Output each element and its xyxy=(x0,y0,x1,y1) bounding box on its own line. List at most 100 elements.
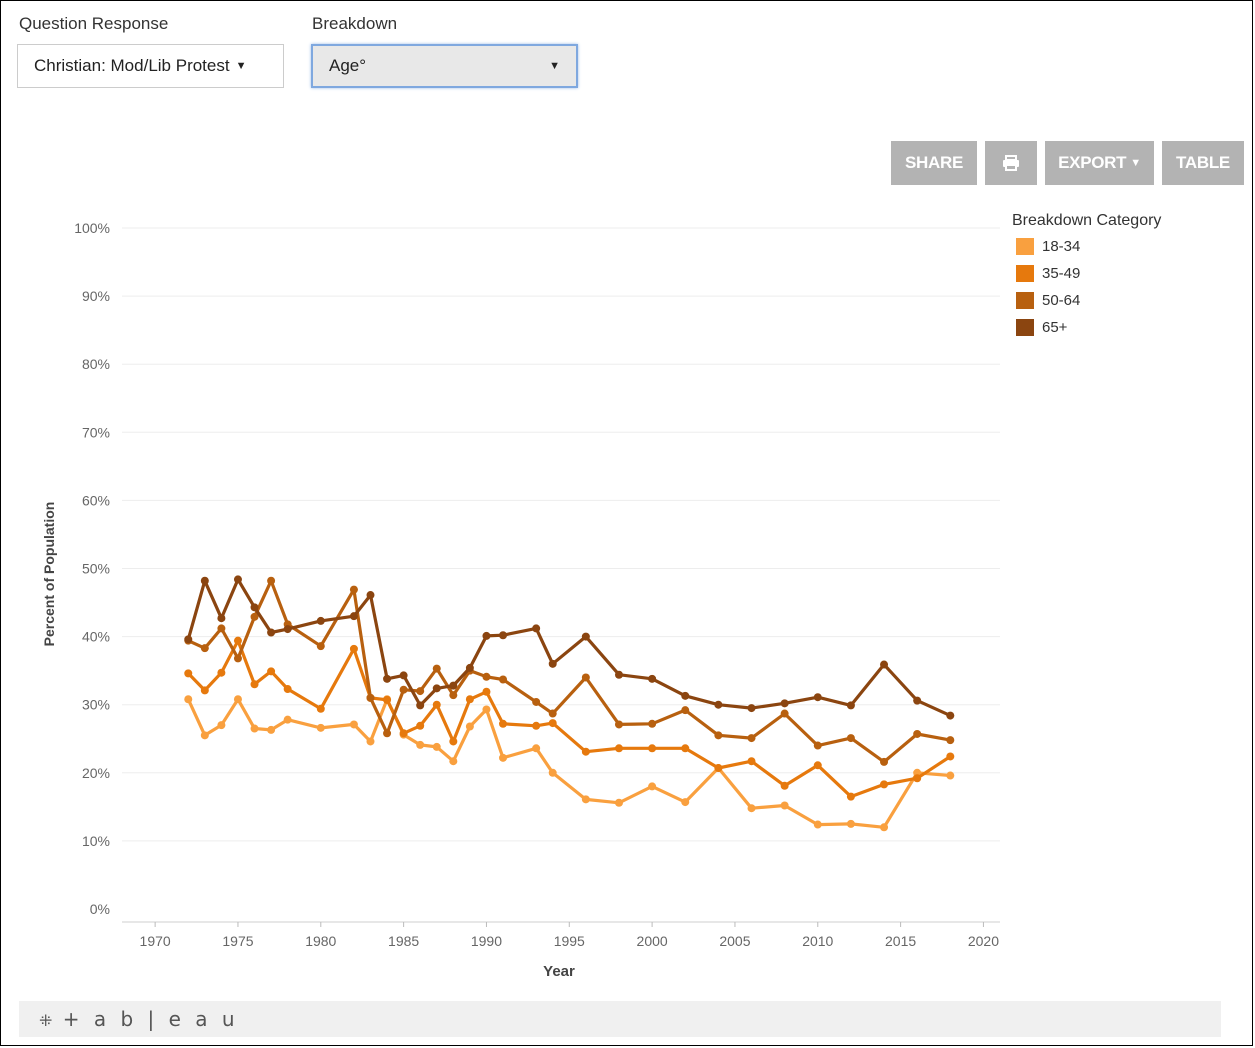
data-point[interactable] xyxy=(366,737,375,746)
data-point[interactable] xyxy=(416,721,425,730)
data-point[interactable] xyxy=(846,734,855,743)
data-point[interactable] xyxy=(532,624,541,633)
data-point[interactable] xyxy=(416,740,425,749)
data-point[interactable] xyxy=(780,699,789,708)
data-point[interactable] xyxy=(747,734,756,743)
data-point[interactable] xyxy=(283,685,292,694)
data-point[interactable] xyxy=(449,757,458,766)
data-point[interactable] xyxy=(432,742,441,751)
data-point[interactable] xyxy=(432,700,441,709)
data-point[interactable] xyxy=(267,725,276,734)
data-point[interactable] xyxy=(614,720,623,729)
data-point[interactable] xyxy=(233,654,242,663)
share-button[interactable]: SHARE xyxy=(891,141,977,185)
data-point[interactable] xyxy=(250,603,259,612)
data-point[interactable] xyxy=(316,704,325,713)
data-point[interactable] xyxy=(250,680,259,689)
data-point[interactable] xyxy=(581,632,590,641)
data-point[interactable] xyxy=(499,675,508,684)
data-point[interactable] xyxy=(233,575,242,584)
data-point[interactable] xyxy=(614,744,623,753)
data-point[interactable] xyxy=(184,635,193,644)
legend-item[interactable]: 18-34 xyxy=(1016,237,1080,255)
data-point[interactable] xyxy=(267,628,276,637)
data-point[interactable] xyxy=(499,753,508,762)
breakdown-dropdown[interactable]: Age° ▼ xyxy=(311,44,578,88)
data-point[interactable] xyxy=(482,672,491,681)
data-point[interactable] xyxy=(465,722,474,731)
data-point[interactable] xyxy=(747,804,756,813)
data-point[interactable] xyxy=(449,691,458,700)
data-point[interactable] xyxy=(681,744,690,753)
data-point[interactable] xyxy=(349,720,358,729)
data-point[interactable] xyxy=(499,719,508,728)
print-button[interactable] xyxy=(985,141,1037,185)
data-point[interactable] xyxy=(200,644,209,653)
data-point[interactable] xyxy=(681,706,690,715)
data-point[interactable] xyxy=(267,576,276,585)
tableau-logo-icon[interactable]: ⁜ + a b | e a u xyxy=(39,1007,239,1031)
data-point[interactable] xyxy=(349,644,358,653)
data-point[interactable] xyxy=(880,757,889,766)
data-point[interactable] xyxy=(846,701,855,710)
data-point[interactable] xyxy=(780,801,789,810)
legend-item[interactable]: 65+ xyxy=(1016,318,1067,336)
data-point[interactable] xyxy=(316,723,325,732)
data-point[interactable] xyxy=(383,695,392,704)
data-point[interactable] xyxy=(614,670,623,679)
data-point[interactable] xyxy=(747,704,756,713)
data-point[interactable] xyxy=(714,731,723,740)
data-point[interactable] xyxy=(217,624,226,633)
data-point[interactable] xyxy=(946,711,955,720)
data-point[interactable] xyxy=(532,721,541,730)
data-point[interactable] xyxy=(250,612,259,621)
data-point[interactable] xyxy=(648,744,657,753)
data-point[interactable] xyxy=(946,752,955,761)
data-point[interactable] xyxy=(399,685,408,694)
data-point[interactable] xyxy=(499,631,508,640)
data-point[interactable] xyxy=(416,687,425,696)
data-point[interactable] xyxy=(846,792,855,801)
data-point[interactable] xyxy=(250,724,259,733)
data-point[interactable] xyxy=(581,795,590,804)
data-point[interactable] xyxy=(283,625,292,634)
data-point[interactable] xyxy=(548,719,557,728)
data-point[interactable] xyxy=(449,737,458,746)
data-point[interactable] xyxy=(233,636,242,645)
data-point[interactable] xyxy=(416,701,425,710)
data-point[interactable] xyxy=(465,695,474,704)
data-point[interactable] xyxy=(813,693,822,702)
data-point[interactable] xyxy=(217,668,226,677)
data-point[interactable] xyxy=(532,697,541,706)
data-point[interactable] xyxy=(482,705,491,714)
data-point[interactable] xyxy=(581,673,590,682)
data-point[interactable] xyxy=(366,693,375,702)
data-point[interactable] xyxy=(233,695,242,704)
data-point[interactable] xyxy=(548,659,557,668)
data-point[interactable] xyxy=(548,768,557,777)
data-point[interactable] xyxy=(880,823,889,832)
data-point[interactable] xyxy=(349,585,358,594)
data-point[interactable] xyxy=(349,612,358,621)
data-point[interactable] xyxy=(217,721,226,730)
data-point[interactable] xyxy=(780,709,789,718)
data-point[interactable] xyxy=(581,747,590,756)
data-point[interactable] xyxy=(449,681,458,690)
legend-item[interactable]: 35-49 xyxy=(1016,264,1080,282)
data-point[interactable] xyxy=(267,667,276,676)
data-point[interactable] xyxy=(316,616,325,625)
data-point[interactable] xyxy=(383,674,392,683)
data-point[interactable] xyxy=(200,686,209,695)
question-response-dropdown[interactable]: Christian: Mod/Lib Protest ▼ xyxy=(17,44,284,88)
export-button[interactable]: EXPORT ▼ xyxy=(1045,141,1154,185)
data-point[interactable] xyxy=(648,782,657,791)
data-point[interactable] xyxy=(482,631,491,640)
legend-item[interactable]: 50-64 xyxy=(1016,291,1080,309)
data-point[interactable] xyxy=(846,819,855,828)
data-point[interactable] xyxy=(283,715,292,724)
data-point[interactable] xyxy=(465,663,474,672)
data-point[interactable] xyxy=(714,700,723,709)
data-point[interactable] xyxy=(200,731,209,740)
data-point[interactable] xyxy=(681,798,690,807)
data-point[interactable] xyxy=(184,669,193,678)
